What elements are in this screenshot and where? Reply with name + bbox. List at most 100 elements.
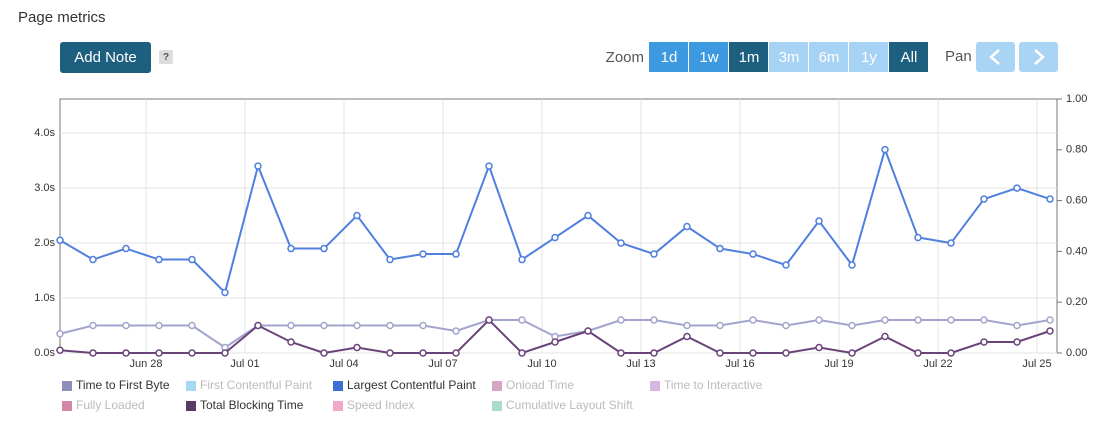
data-point	[287, 321, 295, 330]
data-point	[881, 145, 889, 154]
legend-label[interactable]: Speed Index	[347, 398, 414, 412]
plot-frame	[59, 98, 1058, 354]
data-point	[683, 222, 691, 231]
y2-tick-label: 1.00	[1066, 93, 1087, 105]
data-point	[155, 255, 163, 264]
data-point	[650, 250, 658, 258]
legend-swatch[interactable]	[492, 401, 502, 411]
zoom-button-label[interactable]: All	[901, 49, 918, 66]
data-point	[386, 321, 394, 330]
page-title: Page metrics	[18, 9, 106, 26]
data-point	[848, 321, 856, 330]
y-tick-label: 2.0s	[34, 237, 55, 249]
y2-tick-label: 0.00	[1066, 347, 1087, 359]
data-point	[221, 349, 229, 357]
pan-left[interactable]	[976, 42, 1015, 72]
legend-label[interactable]: Time to Interactive	[664, 378, 763, 392]
zoom-button-label[interactable]: 6m	[819, 49, 840, 66]
pan-right-icon	[1034, 49, 1045, 65]
data-point	[947, 316, 955, 324]
data-point	[782, 321, 790, 330]
zoom-button[interactable]	[689, 42, 728, 72]
data-point	[881, 316, 889, 324]
y-tick-label: 3.0s	[34, 182, 55, 194]
data-point	[485, 162, 493, 170]
data-point	[155, 321, 163, 330]
data-point	[815, 343, 823, 352]
data-point	[419, 349, 427, 357]
legend-swatch[interactable]	[650, 381, 660, 391]
data-point	[155, 349, 163, 357]
legend-label[interactable]: Time to First Byte	[76, 378, 170, 392]
data-point	[287, 244, 295, 253]
zoom-button[interactable]	[809, 42, 848, 72]
y-tick-label: 4.0s	[34, 127, 55, 139]
pan-right[interactable]	[1019, 42, 1058, 72]
zoom-button-label[interactable]: 1w	[699, 49, 718, 66]
legend-label[interactable]: Total Blocking Time	[200, 398, 304, 412]
data-point	[254, 162, 262, 170]
zoom-button[interactable]	[649, 42, 688, 72]
data-point	[56, 236, 64, 245]
zoom-button[interactable]	[849, 42, 888, 72]
data-point	[1046, 327, 1054, 335]
data-point	[650, 316, 658, 324]
data-point	[914, 316, 922, 324]
y2-tick-label: 0.40	[1066, 245, 1087, 257]
zoom-button-label[interactable]: 3m	[779, 49, 800, 66]
legend-swatch[interactable]	[62, 381, 72, 391]
x-tick-label: Jul 04	[329, 358, 358, 370]
data-point	[881, 332, 889, 341]
data-point	[452, 349, 460, 357]
data-point	[56, 330, 64, 338]
data-point	[89, 255, 97, 264]
zoom-button[interactable]	[729, 42, 768, 72]
legend-label[interactable]: Largest Contentful Paint	[347, 378, 476, 392]
legend-label[interactable]: Onload Time	[506, 378, 574, 392]
data-point	[452, 250, 460, 258]
legend-label[interactable]: First Contentful Paint	[200, 378, 313, 392]
data-point	[782, 349, 790, 357]
help-icon[interactable]	[159, 50, 173, 64]
legend-swatch[interactable]	[333, 401, 343, 411]
legend-label[interactable]: Fully Loaded	[76, 398, 145, 412]
zoom-button-label[interactable]: 1d	[661, 49, 678, 66]
data-point	[716, 244, 724, 253]
series-line	[59, 146, 1051, 295]
x-tick-label: Jul 19	[824, 358, 853, 370]
x-tick-label: Jul 10	[527, 358, 556, 370]
zoom-button-label[interactable]: 1y	[861, 49, 877, 66]
legend-swatch[interactable]	[333, 381, 343, 391]
data-point	[782, 261, 790, 269]
help-label[interactable]: ?	[163, 52, 169, 63]
data-point	[419, 321, 427, 330]
legend-swatch[interactable]	[186, 381, 196, 391]
data-point	[947, 349, 955, 357]
legend-label[interactable]: Cumulative Layout Shift	[506, 398, 633, 412]
data-point	[452, 327, 460, 335]
x-tick-label: Jul 13	[626, 358, 655, 370]
x-tick-label: Jun 28	[129, 358, 162, 370]
data-point	[848, 349, 856, 357]
legend-swatch[interactable]	[186, 401, 196, 411]
x-tick-label: Jul 07	[428, 358, 457, 370]
data-point	[815, 217, 823, 225]
legend-swatch[interactable]	[492, 381, 502, 391]
x-tick-label: Jul 16	[725, 358, 754, 370]
zoom-button[interactable]	[889, 42, 928, 72]
data-point	[584, 327, 592, 335]
y-tick-label: 1.0s	[34, 292, 55, 304]
data-point	[551, 338, 559, 346]
add-note-label[interactable]: Add Note	[74, 49, 137, 66]
data-point	[947, 239, 955, 247]
data-point	[1046, 195, 1054, 203]
data-point	[419, 250, 427, 258]
zoom-button-label[interactable]: 1m	[739, 49, 760, 66]
legend-swatch[interactable]	[62, 401, 72, 411]
data-point	[1013, 184, 1021, 192]
data-point	[320, 349, 328, 357]
zoom-button[interactable]	[769, 42, 808, 72]
add-note-button[interactable]	[60, 42, 151, 73]
